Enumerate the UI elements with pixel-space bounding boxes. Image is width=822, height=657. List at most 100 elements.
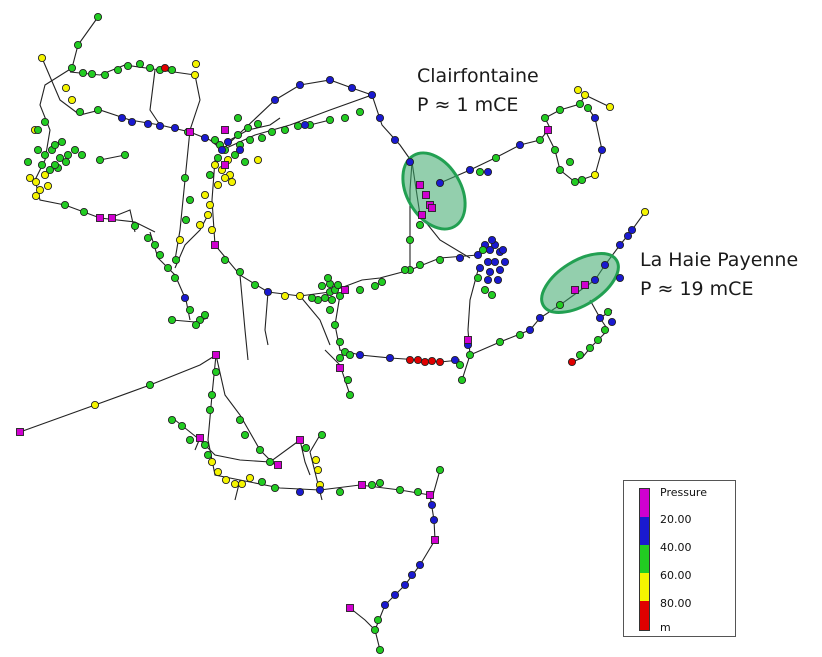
junction-node-square bbox=[464, 336, 472, 344]
junction-node bbox=[525, 325, 535, 335]
junction-node bbox=[213, 180, 223, 190]
junction-node bbox=[473, 273, 483, 283]
junction-node bbox=[235, 415, 245, 425]
junction-node bbox=[420, 357, 430, 367]
junction-node bbox=[590, 170, 600, 180]
junction-node bbox=[167, 65, 177, 75]
junction-node bbox=[191, 320, 201, 330]
junction-node bbox=[573, 85, 583, 95]
highlight-clairfontaine bbox=[401, 151, 467, 231]
junction-node-square bbox=[341, 286, 349, 294]
junction-node bbox=[435, 178, 445, 188]
legend-tick: 80.00 bbox=[660, 597, 692, 610]
junction-node bbox=[555, 165, 565, 175]
junction-node bbox=[245, 135, 255, 145]
highlight-la-haie-payenne bbox=[540, 252, 620, 314]
junction-node bbox=[170, 273, 180, 283]
junction-node bbox=[475, 263, 485, 273]
junction-node bbox=[415, 220, 425, 230]
junction-node-square bbox=[16, 428, 24, 436]
junction-node bbox=[375, 113, 385, 123]
junction-node bbox=[253, 155, 263, 165]
junction-node bbox=[37, 160, 47, 170]
junction-node bbox=[485, 267, 495, 277]
junction-node bbox=[207, 390, 217, 400]
junction-node bbox=[143, 233, 153, 243]
junction-node bbox=[325, 75, 335, 85]
junction-node-square bbox=[346, 604, 354, 612]
junction-node bbox=[313, 465, 323, 475]
junction-node bbox=[31, 191, 41, 201]
junction-node bbox=[577, 175, 587, 185]
junction-node bbox=[370, 281, 380, 291]
junction-node bbox=[355, 350, 365, 360]
junction-node bbox=[345, 350, 355, 360]
junction-node bbox=[515, 330, 525, 340]
junction-node bbox=[267, 127, 277, 137]
legend-tick: 40.00 bbox=[660, 541, 692, 554]
junction-node bbox=[490, 257, 500, 267]
junction-node bbox=[270, 483, 280, 493]
pressure-legend: Pressure 20.00 40.00 60.00 80.00 m bbox=[623, 480, 736, 637]
junction-node bbox=[207, 225, 217, 235]
junction-node-square bbox=[418, 211, 426, 219]
junction-node bbox=[205, 405, 215, 415]
junction-node bbox=[113, 65, 123, 75]
junction-node bbox=[223, 137, 233, 147]
junction-node bbox=[300, 120, 310, 130]
junction-node bbox=[450, 355, 460, 365]
junction-node bbox=[50, 160, 60, 170]
junction-node bbox=[61, 83, 71, 93]
junction-node-square bbox=[221, 126, 229, 134]
junction-node bbox=[240, 430, 250, 440]
junction-node bbox=[95, 155, 105, 165]
junction-node bbox=[407, 570, 417, 580]
junction-node bbox=[235, 145, 245, 155]
junction-node bbox=[317, 281, 327, 291]
junction-node bbox=[227, 177, 237, 187]
junction-node bbox=[171, 255, 181, 265]
junction-node bbox=[135, 59, 145, 69]
junction-node bbox=[280, 291, 290, 301]
junction-node bbox=[253, 119, 263, 129]
junction-node-square bbox=[426, 491, 434, 499]
junction-node bbox=[155, 121, 165, 131]
junction-node bbox=[40, 170, 50, 180]
junction-node bbox=[580, 90, 590, 100]
junction-node bbox=[603, 307, 613, 317]
junction-node bbox=[535, 135, 545, 145]
pipe-network bbox=[19, 16, 646, 651]
junction-node bbox=[175, 235, 185, 245]
junction-node bbox=[293, 121, 303, 131]
junction-node bbox=[123, 61, 133, 71]
junction-node bbox=[77, 150, 87, 160]
junction-node bbox=[597, 145, 607, 155]
junction-node bbox=[167, 415, 177, 425]
junction-node bbox=[550, 145, 560, 155]
junction-node-square bbox=[571, 286, 579, 294]
junction-node-square bbox=[196, 434, 204, 442]
junction-nodes bbox=[16, 12, 650, 655]
junction-node bbox=[475, 167, 485, 177]
junction-node bbox=[210, 135, 220, 145]
junction-node bbox=[405, 355, 415, 365]
junction-node bbox=[127, 117, 137, 127]
legend-color-bar bbox=[639, 488, 650, 631]
junction-node bbox=[315, 485, 325, 495]
junction-node bbox=[435, 465, 445, 475]
junction-node-square bbox=[108, 214, 116, 222]
junction-node bbox=[213, 467, 223, 477]
junction-node bbox=[243, 123, 253, 133]
junction-node bbox=[377, 277, 387, 287]
junction-node bbox=[427, 356, 437, 366]
legend-swatch bbox=[640, 601, 649, 630]
junction-node bbox=[483, 275, 493, 285]
junction-node bbox=[120, 150, 130, 160]
junction-node bbox=[207, 457, 217, 467]
junction-node bbox=[311, 455, 321, 465]
junction-node bbox=[415, 560, 425, 570]
junction-node bbox=[163, 263, 173, 273]
junction-node bbox=[390, 135, 400, 145]
junction-node bbox=[205, 170, 215, 180]
junction-node bbox=[50, 140, 60, 150]
